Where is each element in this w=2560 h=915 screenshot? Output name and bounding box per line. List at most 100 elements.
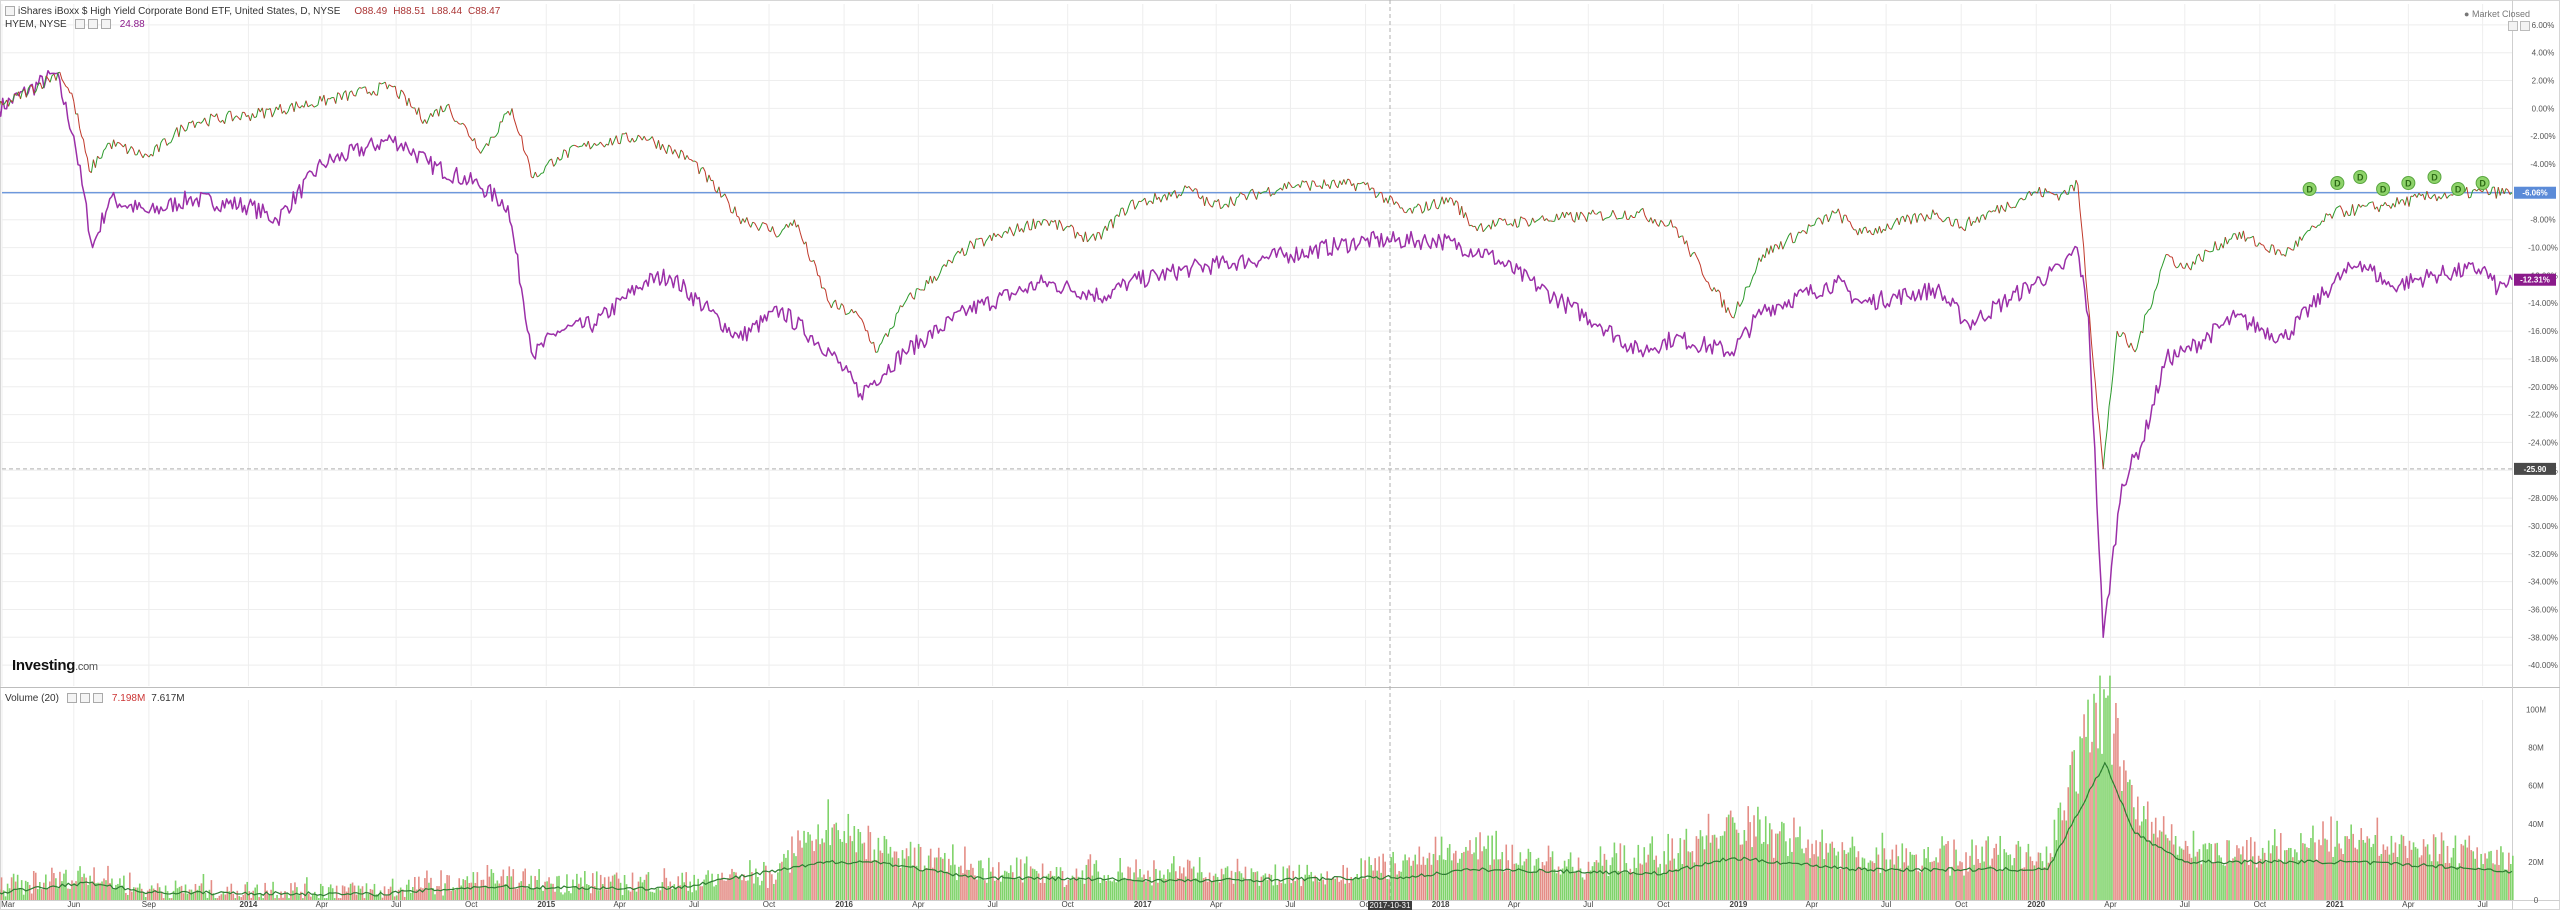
volume-bar bbox=[1684, 840, 1686, 900]
volume-bar bbox=[1917, 871, 1919, 900]
volume-bar bbox=[1421, 865, 1423, 900]
volume-bar bbox=[829, 845, 831, 900]
volume-bar bbox=[2256, 868, 2258, 900]
volume-bar bbox=[47, 889, 49, 900]
volume-bar bbox=[1564, 861, 1566, 900]
volume-bar bbox=[1740, 845, 1742, 900]
volume-bar bbox=[31, 894, 33, 900]
volume-bar bbox=[2294, 849, 2296, 900]
volume-bar bbox=[1012, 872, 1014, 900]
volume-bar bbox=[1925, 858, 1927, 900]
volume-bar bbox=[733, 872, 735, 900]
x-tick-label: 2014 bbox=[240, 900, 258, 909]
volume-bar bbox=[980, 860, 982, 900]
volume-bar bbox=[769, 871, 771, 900]
volume-bar bbox=[1989, 866, 1991, 900]
volume-bar bbox=[2484, 853, 2486, 900]
volume-bar bbox=[1123, 878, 1125, 900]
x-tick-label: 2021 bbox=[2326, 900, 2344, 909]
volume-remove-button[interactable] bbox=[93, 693, 103, 703]
x-tick-label: Oct bbox=[763, 900, 776, 909]
volume-bar bbox=[845, 843, 847, 900]
volume-bar bbox=[926, 868, 928, 900]
volume-settings-button[interactable] bbox=[67, 693, 77, 703]
volume-bar bbox=[2409, 841, 2411, 900]
volume-bar bbox=[1854, 846, 1856, 900]
volume-bar bbox=[1943, 846, 1945, 900]
compare-remove-button[interactable] bbox=[101, 19, 111, 29]
volume-bar bbox=[1675, 869, 1677, 900]
volume-bar bbox=[1443, 859, 1445, 900]
volume-bar bbox=[477, 872, 479, 900]
volume-bar bbox=[81, 877, 83, 900]
pane-maximize-button[interactable] bbox=[2508, 21, 2518, 31]
volume-bar bbox=[2354, 848, 2356, 900]
volume-bar bbox=[306, 877, 308, 900]
volume-bar bbox=[13, 874, 15, 900]
volume-bar bbox=[568, 891, 570, 900]
volume-bar bbox=[932, 868, 934, 900]
volume-bar bbox=[823, 843, 825, 900]
volume-bar bbox=[552, 884, 554, 900]
compare-visibility-button[interactable] bbox=[88, 19, 98, 29]
y-tick-label: -22.00% bbox=[2528, 411, 2558, 420]
volume-tick-label: 80M bbox=[2528, 744, 2544, 753]
volume-bar bbox=[890, 847, 892, 900]
volume-bar bbox=[1406, 860, 1408, 900]
collapse-legend-button[interactable] bbox=[5, 6, 15, 16]
volume-bar bbox=[288, 898, 290, 900]
volume-bar bbox=[1334, 879, 1336, 900]
volume-bar bbox=[2117, 718, 2119, 900]
y-tick-label: -34.00% bbox=[2528, 578, 2558, 587]
volume-bar bbox=[420, 887, 422, 900]
volume-bar bbox=[2022, 868, 2024, 900]
volume-bar bbox=[1827, 853, 1829, 900]
volume-bar bbox=[1708, 814, 1710, 900]
volume-bar bbox=[1392, 852, 1394, 900]
volume-bar bbox=[592, 873, 594, 900]
volume-bar bbox=[2334, 847, 2336, 900]
volume-bar bbox=[1036, 871, 1038, 900]
volume-bar bbox=[632, 873, 634, 900]
volume-bar bbox=[944, 853, 946, 900]
volume-bar bbox=[1491, 836, 1493, 900]
volume-bar bbox=[934, 858, 936, 900]
volume-bar bbox=[1610, 865, 1612, 900]
volume-bar bbox=[1145, 881, 1147, 900]
volume-bar bbox=[1753, 815, 1755, 900]
volume-bar bbox=[896, 852, 898, 900]
volume-bar bbox=[709, 882, 711, 900]
volume-bar bbox=[1020, 859, 1022, 900]
volume-bar bbox=[1716, 838, 1718, 900]
volume-bar bbox=[456, 888, 458, 900]
volume-bar bbox=[2352, 834, 2354, 900]
volume-bar bbox=[2478, 869, 2480, 900]
volume-bar bbox=[506, 876, 508, 900]
dividend-marker-label: D bbox=[2455, 185, 2462, 195]
volume-bar bbox=[2040, 853, 2042, 900]
volume-bar bbox=[248, 891, 250, 900]
volume-bar bbox=[1967, 872, 1969, 900]
volume-bar bbox=[614, 875, 616, 900]
volume-bar bbox=[1742, 844, 1744, 900]
volume-bar bbox=[2248, 865, 2250, 900]
volume-bar bbox=[2443, 840, 2445, 900]
volume-bar bbox=[2486, 859, 2488, 900]
compare-settings-button[interactable] bbox=[75, 19, 85, 29]
volume-bar bbox=[2377, 818, 2379, 900]
volume-bar bbox=[1032, 869, 1034, 900]
volume-bar bbox=[1720, 836, 1722, 900]
volume-bar bbox=[284, 891, 286, 900]
volume-bar bbox=[1969, 856, 1971, 900]
volume-bar bbox=[464, 880, 466, 900]
volume-bar bbox=[2336, 821, 2338, 900]
pane-close-button[interactable] bbox=[2520, 21, 2530, 31]
x-tick-label: Jul bbox=[689, 900, 699, 909]
volume-visibility-button[interactable] bbox=[80, 693, 90, 703]
volume-bar bbox=[1897, 856, 1899, 900]
volume-bar bbox=[870, 832, 872, 900]
volume-bar bbox=[491, 869, 493, 900]
volume-bar bbox=[1724, 831, 1726, 900]
volume-bar bbox=[338, 898, 340, 900]
volume-bar bbox=[773, 884, 775, 900]
